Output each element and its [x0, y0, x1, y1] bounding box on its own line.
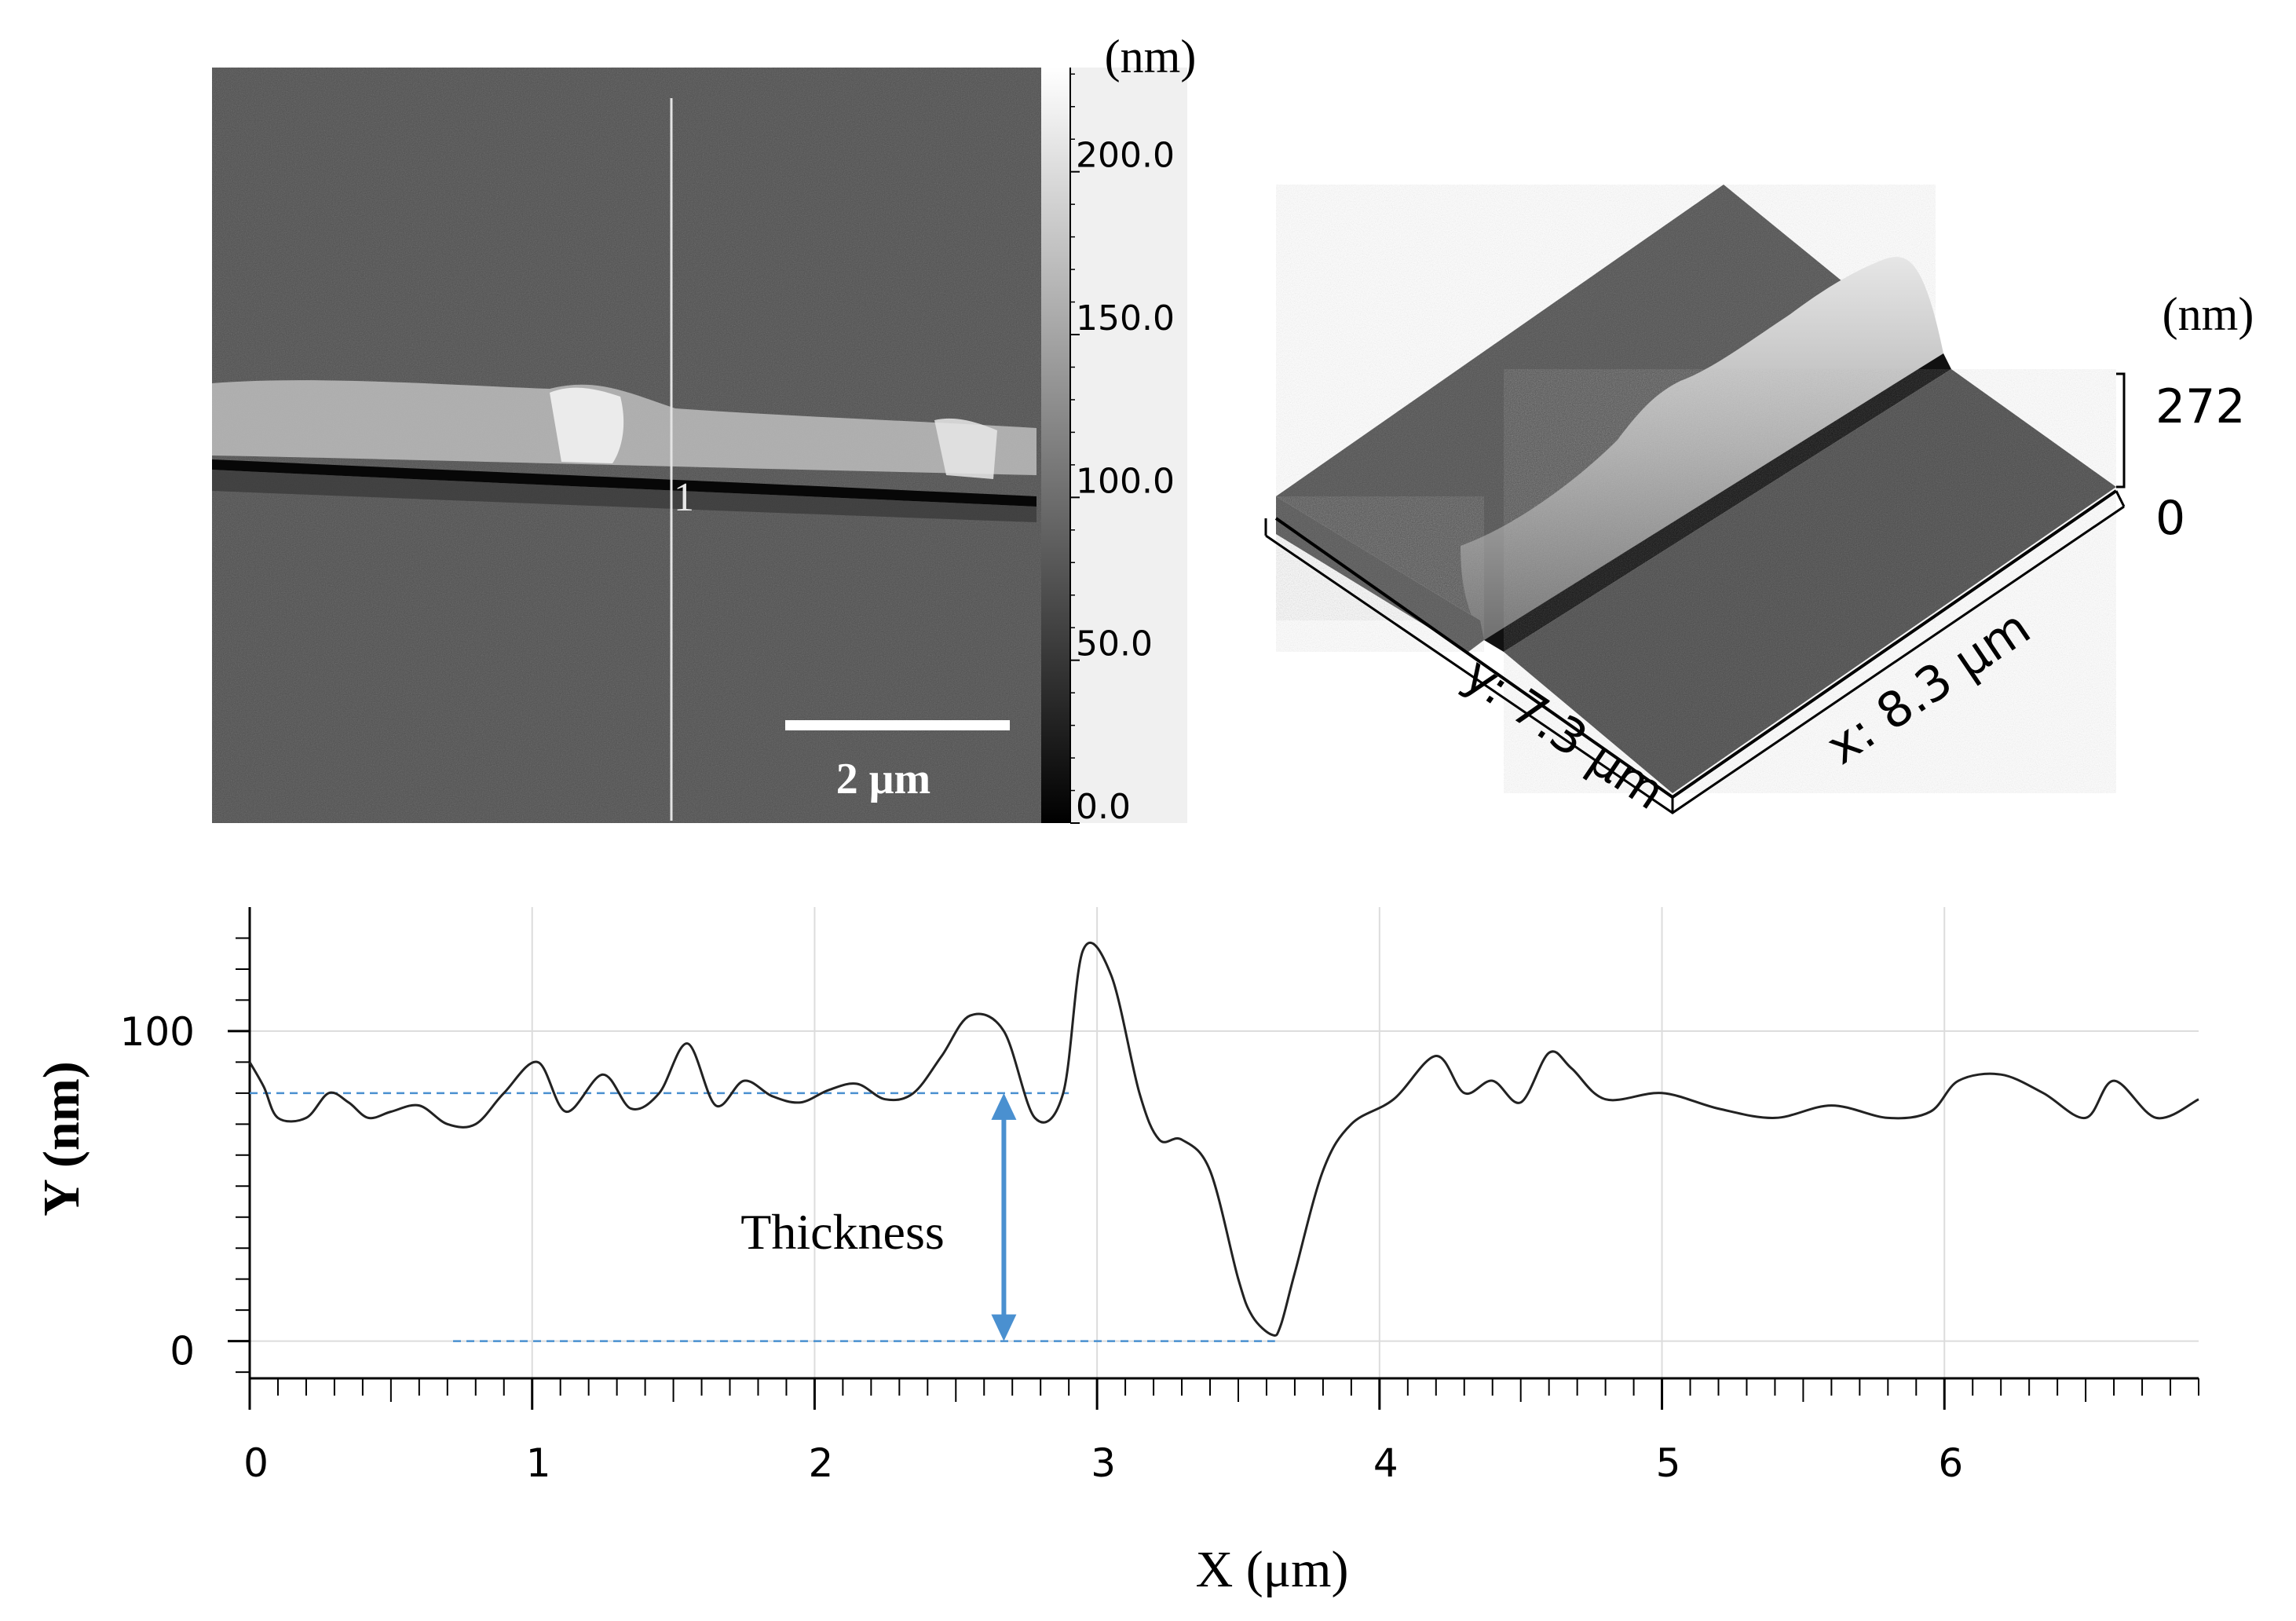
- thickness-annotation: Thickness: [250, 1092, 1275, 1342]
- profile-y-axis-label: Y (nm): [33, 1061, 90, 1216]
- afm-height-map-panel: 1 2 μm 200.0 150.0 100.0 50.0 0.0 (nm): [212, 31, 1196, 827]
- thickness-arrow-head-top: [991, 1092, 1017, 1120]
- profile-x-axis-label: X (μm): [1196, 1541, 1349, 1598]
- colorbar-tick-label: 150.0: [1076, 298, 1175, 338]
- surface-trench: [1484, 353, 1951, 652]
- scale-bar-label: 2 μm: [836, 755, 930, 803]
- profile-x-tick-label: 3: [1091, 1440, 1116, 1486]
- scan-line-label: 1: [674, 475, 694, 520]
- film-edge-highlight-2: [934, 418, 997, 479]
- colorbar: [1041, 68, 1070, 823]
- z-scale-min-label: 0: [2155, 491, 2185, 546]
- film-edge-shadow: [212, 470, 1036, 522]
- thickness-arrow-head-bottom: [991, 1314, 1017, 1341]
- profile-x-tick-label: 1: [526, 1440, 551, 1486]
- surface-ridge: [1461, 257, 1943, 640]
- surface-rear-plane-noise: [1276, 185, 1936, 620]
- film-edge-dark-line: [212, 459, 1036, 507]
- colorbar-ticks: 200.0 150.0 100.0 50.0 0.0: [1070, 73, 1175, 827]
- colorbar-tick-label: 100.0: [1076, 461, 1175, 501]
- profile-x-tick-label: 4: [1373, 1440, 1398, 1486]
- profile-series-line: [248, 941, 2199, 1337]
- profile-x-tick-label: 0: [243, 1440, 269, 1486]
- colorbar-tick-label: 0.0: [1076, 787, 1131, 827]
- profile-x-tick-labels: 0 1 2 3 4 5 6: [243, 1440, 1963, 1486]
- profile-y-tick-label: 0: [170, 1329, 195, 1374]
- surface-front-plane-noise: [1504, 369, 2116, 793]
- thickness-label: Thickness: [740, 1204, 945, 1260]
- profile-y-tick-label: 100: [120, 1009, 195, 1055]
- afm-3d-surface-panel: (nm) 272 0 y: 7.3 μm x: 8.3 μm: [1264, 185, 2254, 821]
- profile-x-minor-ticks: [248, 1378, 2199, 1410]
- film-edge-highlight: [550, 387, 624, 463]
- profile-x-tick-label: 2: [809, 1440, 834, 1486]
- surface-left-plane-noise: [1276, 496, 1484, 652]
- profile-y-minor-ticks: [228, 937, 250, 1374]
- line-profile-chart: 0 100 0 1 2 3 4 5 6 Thickness X (μm) Y (nm): [33, 907, 2199, 1598]
- surface-corner-right: [2115, 490, 2126, 507]
- z-scale-max-label: 272: [2155, 379, 2246, 434]
- profile-y-tick-labels: 0 100: [120, 1009, 195, 1374]
- profile-gridlines: [250, 907, 2199, 1378]
- colorbar-tick-label: 200.0: [1076, 136, 1175, 176]
- colorbar-tick-label: 50.0: [1076, 624, 1153, 664]
- film-edge-bright-band: [212, 380, 1036, 475]
- colorbar-unit-label: (nm): [1105, 31, 1197, 82]
- z-scale-bracket: [2116, 372, 2126, 488]
- z-scale-unit: (nm): [2163, 288, 2254, 340]
- profile-x-tick-label: 6: [1938, 1440, 1963, 1486]
- profile-x-tick-label: 5: [1656, 1440, 1681, 1486]
- scale-bar: [785, 720, 1010, 730]
